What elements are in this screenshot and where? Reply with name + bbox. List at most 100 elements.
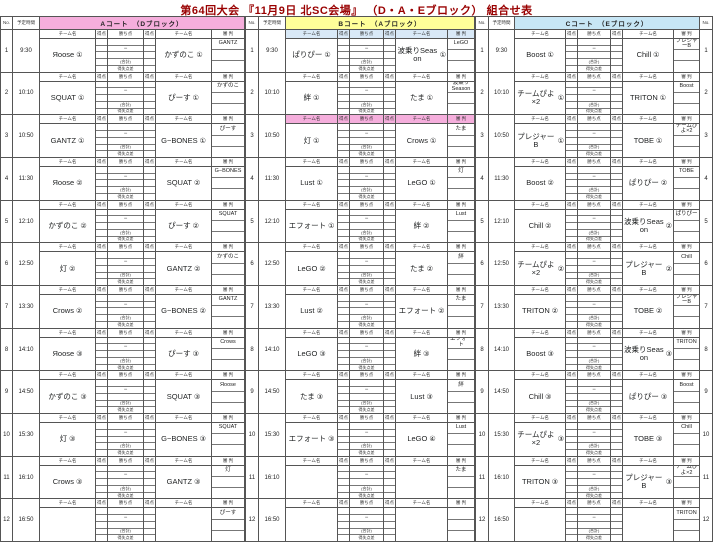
result-box	[108, 210, 143, 217]
referee-cell: 絆	[448, 252, 475, 286]
away-team-cell: ぱりぴー ③	[623, 380, 674, 414]
score-box	[144, 273, 155, 280]
referee-name-box: かずのこ	[212, 252, 244, 264]
home-team-cell: Boost ②	[515, 167, 566, 200]
score-box	[144, 302, 155, 309]
score-box	[566, 230, 577, 237]
points-label: 勝ち点	[108, 456, 144, 465]
referee-name-box: プレジャーB	[674, 39, 699, 51]
score-box	[566, 450, 577, 456]
score-box	[384, 252, 395, 260]
score-box	[611, 365, 622, 371]
match-body: SQUAT ① − (合計) 得失点差 ぴーす ① かずのこ	[40, 81, 245, 115]
referee-name: GANTZ	[218, 296, 238, 303]
result-dash: −	[364, 344, 369, 351]
result-dash-box: −	[578, 387, 610, 394]
score-box	[384, 109, 395, 115]
home-team-cell: かずのこ ③	[40, 380, 96, 414]
score-box	[96, 145, 107, 152]
score-box	[338, 437, 349, 444]
result-total-box: (合計)	[350, 59, 383, 66]
score-box	[611, 252, 622, 260]
result-total-box: (合計)	[350, 486, 383, 493]
result-diff-box: 得失点差	[350, 407, 383, 413]
score-label: 得点	[385, 371, 396, 380]
result-dash-box: −	[578, 46, 610, 53]
referee-box	[212, 275, 244, 285]
score-box	[338, 380, 349, 388]
result-total-label: (合計)	[120, 101, 131, 107]
team-label: チーム名	[156, 414, 212, 423]
score-box	[144, 450, 155, 456]
result-dash: −	[364, 472, 369, 479]
home-score-boxes	[96, 465, 108, 499]
score-label: 得点	[385, 328, 396, 337]
score-box	[96, 52, 107, 60]
score-label: 得点	[612, 414, 623, 423]
home-team-name: チームぴよ×2	[517, 430, 555, 448]
result-diff-label: 得失点差	[117, 193, 134, 199]
referee-box	[448, 445, 474, 455]
points-label: 勝ち点	[108, 72, 144, 81]
team-label: チーム名	[156, 115, 212, 124]
result-total-box: (合計)	[108, 102, 143, 109]
result-dash: −	[592, 259, 596, 265]
match-cells: チーム名 得点 勝ち点 得点 チーム名審 判たま ③ − (合計) 得失点差 Lust ③ 絆	[286, 371, 475, 414]
home-score-boxes	[566, 209, 578, 243]
result-diff-box: 得失点差	[108, 66, 143, 72]
referee-box	[448, 306, 474, 318]
score-box	[611, 180, 622, 188]
result-total-label: (合計)	[361, 485, 372, 491]
score-box	[611, 430, 622, 437]
score-box	[566, 138, 577, 145]
result-column: − (合計) 得失点差	[108, 465, 144, 499]
result-dash: −	[123, 301, 128, 308]
score-box	[384, 358, 395, 365]
score-label: 得点	[339, 200, 350, 209]
result-column: − (合計) 得失点差	[350, 252, 384, 286]
referee-label: 審 判	[448, 328, 475, 337]
score-box	[384, 230, 395, 237]
result-dash: −	[364, 88, 369, 95]
result-diff-label: 得失点差	[586, 449, 602, 455]
points-label: 勝ち点	[350, 414, 384, 423]
match-body: LeGO ② − (合計) 得失点差 たま ② 絆	[286, 252, 475, 286]
points-label: 勝ち点	[578, 200, 611, 209]
score-box	[384, 102, 395, 109]
score-box	[96, 266, 107, 273]
result-diff-box: 得失点差	[108, 322, 143, 328]
match-row: 9 14:50 チーム名 得点 勝ち点 得点 チーム名審 判かずのこ ③ − (合計) 得失点差 SQ…	[1, 371, 245, 415]
points-label: 勝ち点	[578, 29, 611, 38]
match-body: − (合計) 得失点差 ぴーす	[40, 508, 245, 542]
home-team-number: ①	[547, 52, 554, 60]
match-body: − (合計) 得失点差 TRITON	[515, 508, 700, 542]
match-number: 1	[246, 29, 259, 72]
result-diff-box: 得失点差	[578, 450, 610, 456]
score-box	[96, 131, 107, 138]
referee-box	[674, 403, 699, 413]
home-team-name: エフォート	[288, 434, 327, 444]
score-box	[611, 358, 622, 365]
home-team-cell: Яoose ①	[40, 38, 96, 72]
score-box	[96, 102, 107, 109]
result-box	[578, 180, 610, 188]
referee-box	[674, 531, 699, 541]
match-subheader: チーム名 得点 勝ち点 得点 チーム名審 判	[286, 286, 475, 296]
result-diff-box: 得失点差	[350, 151, 383, 157]
home-team-name: Яoose	[52, 50, 75, 60]
referee-label: 審 判	[212, 371, 245, 380]
result-diff-box: 得失点差	[108, 535, 143, 541]
result-total-label: (合計)	[588, 357, 600, 363]
score-box	[96, 338, 107, 345]
match-number: 9	[246, 371, 259, 414]
score-box	[338, 522, 349, 529]
home-team-name: 灯	[59, 263, 68, 273]
score-box	[611, 39, 622, 46]
result-box	[350, 252, 383, 260]
result-box	[578, 351, 610, 358]
match-subheader: チーム名 得点 勝ち点 得点 チーム名審 判	[515, 72, 700, 82]
score-box	[611, 259, 622, 266]
result-total-label: (合計)	[361, 443, 372, 449]
match-subheader: チーム名 得点 勝ち点 得点 チーム名審 判	[40, 499, 245, 509]
score-box	[338, 358, 349, 365]
